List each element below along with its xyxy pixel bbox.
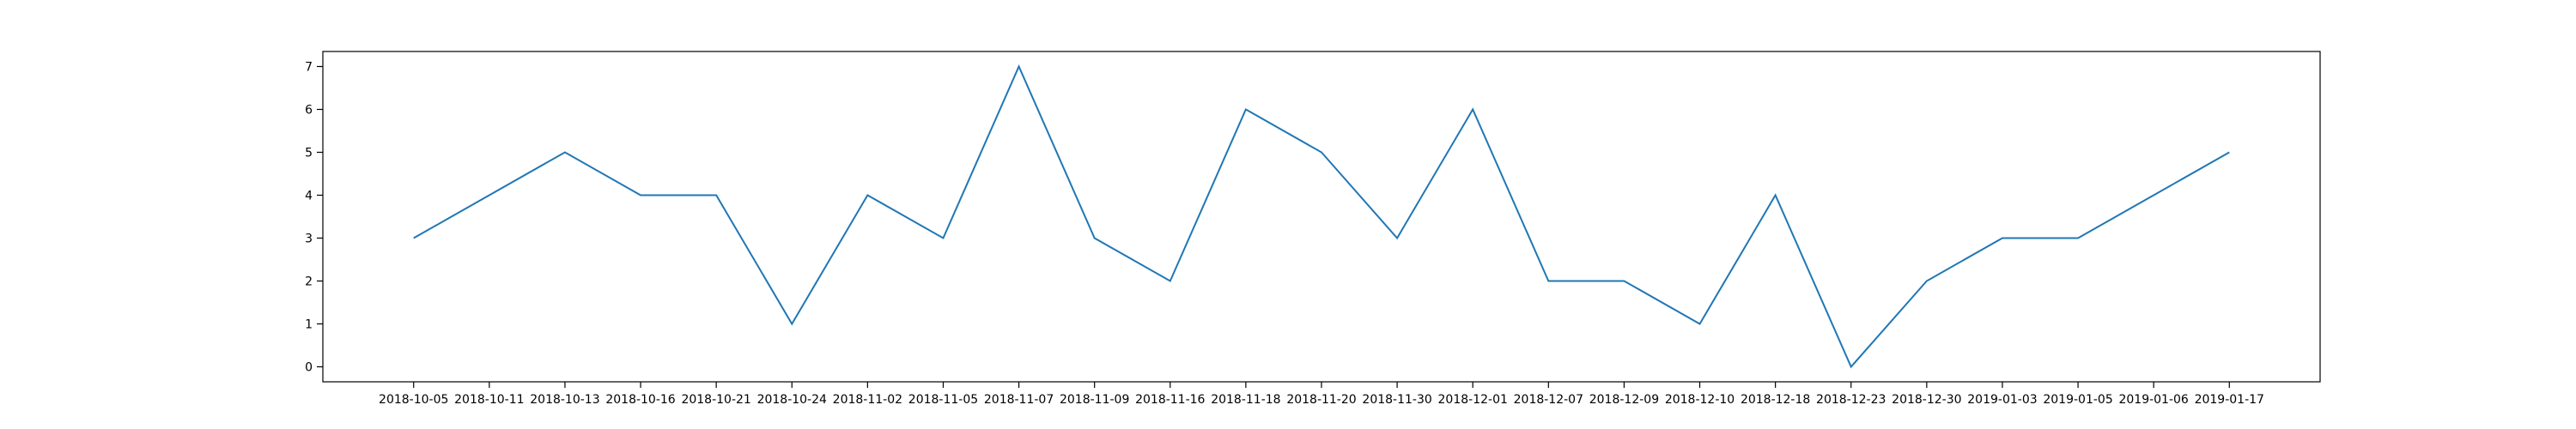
y-tick-label: 3: [305, 233, 313, 246]
x-tick-label: 2018-11-16: [1135, 393, 1205, 407]
y-axis: 0 1 2 3 4 5 6 7: [305, 61, 323, 375]
y-tick-label: 7: [305, 61, 313, 75]
plot-frame: [322, 51, 2321, 383]
x-tick-label: 2018-12-01: [1438, 393, 1508, 407]
y-tick-label: 0: [305, 361, 313, 375]
x-tick-label: 2018-11-18: [1211, 393, 1280, 407]
x-axis: 2018-10-05 2018-10-11 2018-10-13 2018-10-16…: [379, 382, 2264, 407]
x-tick-label: 2018-10-21: [681, 393, 750, 407]
x-tick-label: 2018-12-23: [1816, 393, 1886, 407]
x-tick-label: 2019-01-17: [2195, 393, 2264, 407]
x-tick-label: 2018-10-16: [605, 393, 675, 407]
x-tick-label: 2018-12-09: [1589, 393, 1659, 407]
y-tick-label: 2: [305, 275, 313, 289]
y-tick-label: 5: [305, 147, 313, 160]
x-tick-label: 2018-10-13: [530, 393, 599, 407]
x-tick-label: 2019-01-05: [2043, 393, 2112, 407]
x-tick-label: 2018-10-11: [454, 393, 524, 407]
x-tick-label: 2018-11-02: [833, 393, 902, 407]
x-tick-label: 2018-10-24: [757, 393, 827, 407]
series-line: [413, 64, 2230, 369]
y-tick-label: 6: [305, 104, 313, 118]
x-tick-label: 2019-01-03: [1967, 393, 2037, 407]
y-tick-label: 4: [305, 190, 313, 203]
x-tick-label: 2018-10-05: [379, 393, 448, 407]
x-tick-label: 2018-11-05: [908, 393, 978, 407]
x-tick-label: 2018-12-30: [1892, 393, 1961, 407]
y-tick-label: 1: [305, 318, 313, 332]
x-tick-label: 2018-12-10: [1665, 393, 1735, 407]
x-tick-label: 2018-12-18: [1741, 393, 1810, 407]
x-tick-label: 2018-12-07: [1514, 393, 1583, 407]
x-tick-label: 2018-11-07: [984, 393, 1054, 407]
x-tick-label: 2018-11-30: [1362, 393, 1431, 407]
x-tick-label: 2018-11-20: [1286, 393, 1356, 407]
x-tick-label: 2019-01-06: [2118, 393, 2188, 407]
x-tick-label: 2018-11-09: [1060, 393, 1129, 407]
